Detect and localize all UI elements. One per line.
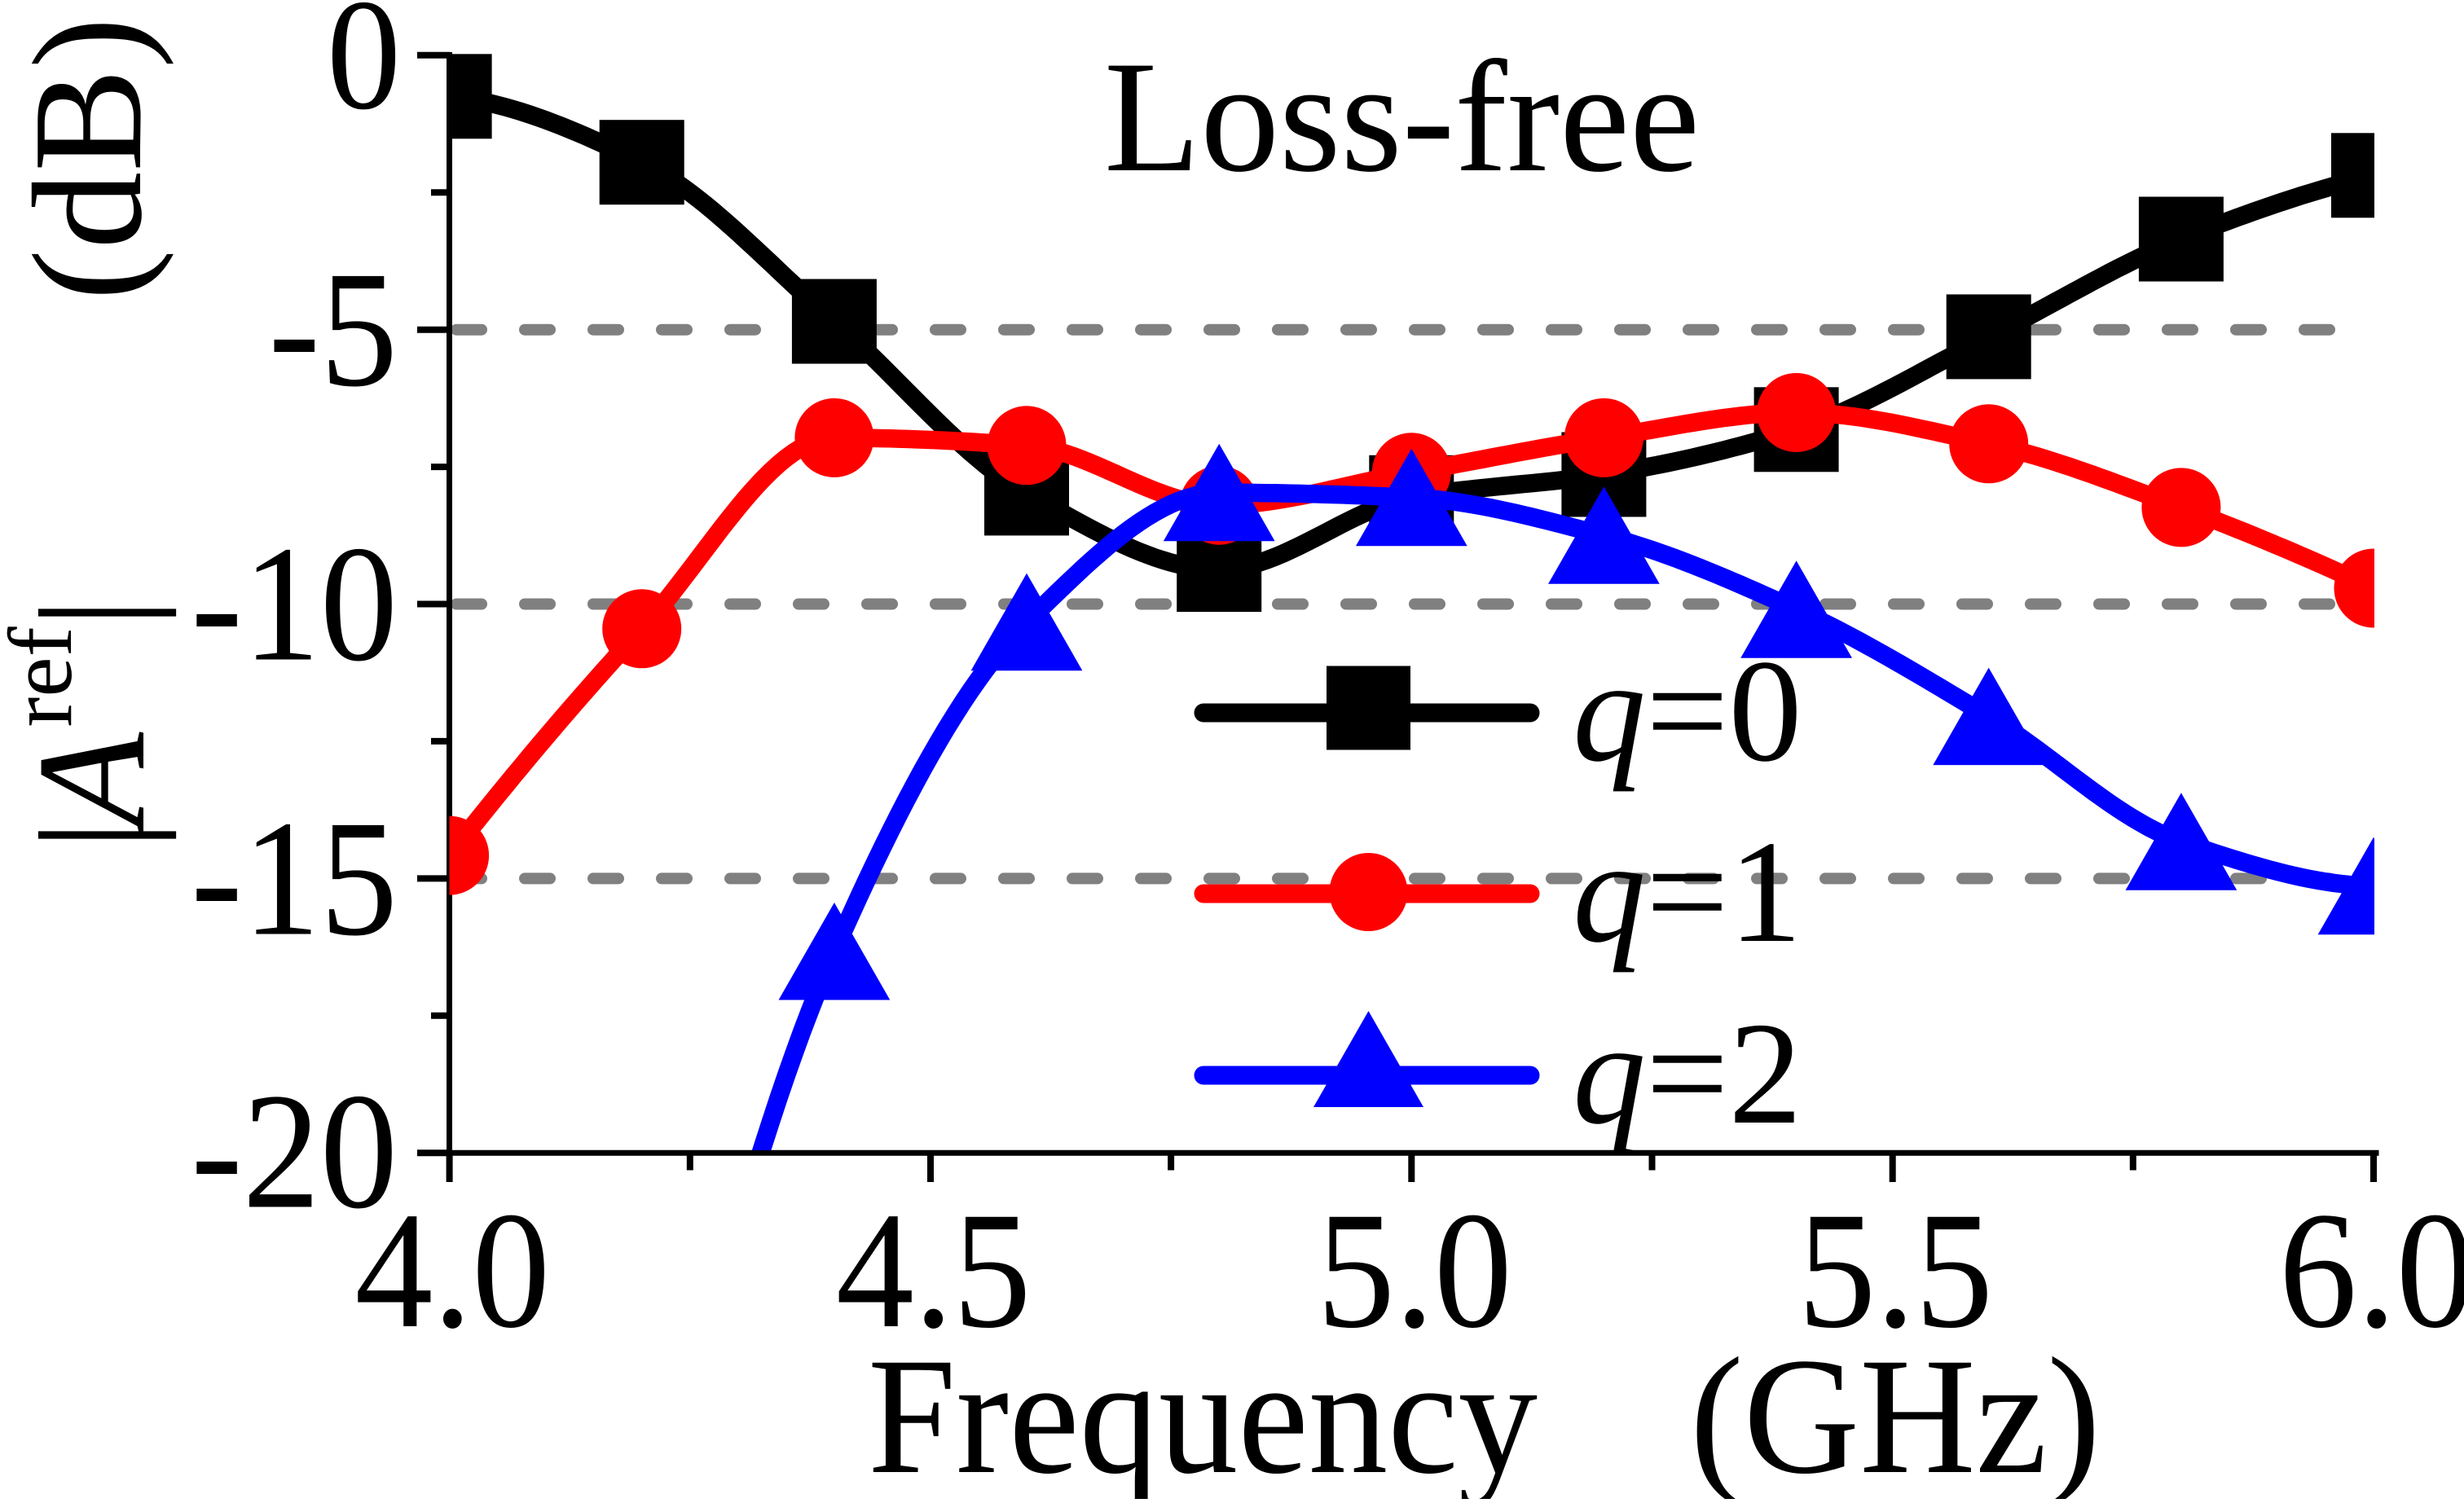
svg-text:-10: -10 (191, 512, 398, 696)
svg-text:q=1: q=1 (1573, 811, 1802, 973)
svg-text:Frequency: Frequency (868, 1324, 1538, 1499)
svg-text:|: | (9, 597, 177, 627)
svg-text:q=0: q=0 (1573, 630, 1802, 792)
svg-text:(dB): (dB) (1, 17, 174, 301)
svg-text:q=2: q=2 (1573, 992, 1802, 1154)
svg-text:5.0: 5.0 (1317, 1177, 1512, 1362)
svg-text:|: | (9, 820, 177, 850)
svg-text:Loss-free: Loss-free (1104, 29, 1700, 205)
svg-text:4.0: 4.0 (355, 1177, 551, 1362)
svg-text:-15: -15 (191, 786, 398, 970)
svg-text:5.5: 5.5 (1798, 1177, 1994, 1362)
svg-text:6.0: 6.0 (2279, 1177, 2464, 1362)
svg-text:-5: -5 (268, 237, 398, 421)
svg-text:4.5: 4.5 (836, 1177, 1032, 1362)
svg-text:(GHz): (GHz) (1690, 1324, 2101, 1499)
svg-text:0: 0 (327, 0, 401, 143)
svg-text:A: A (7, 732, 178, 836)
svg-text:ref: ref (0, 626, 91, 727)
svg-text:-20: -20 (191, 1059, 398, 1243)
